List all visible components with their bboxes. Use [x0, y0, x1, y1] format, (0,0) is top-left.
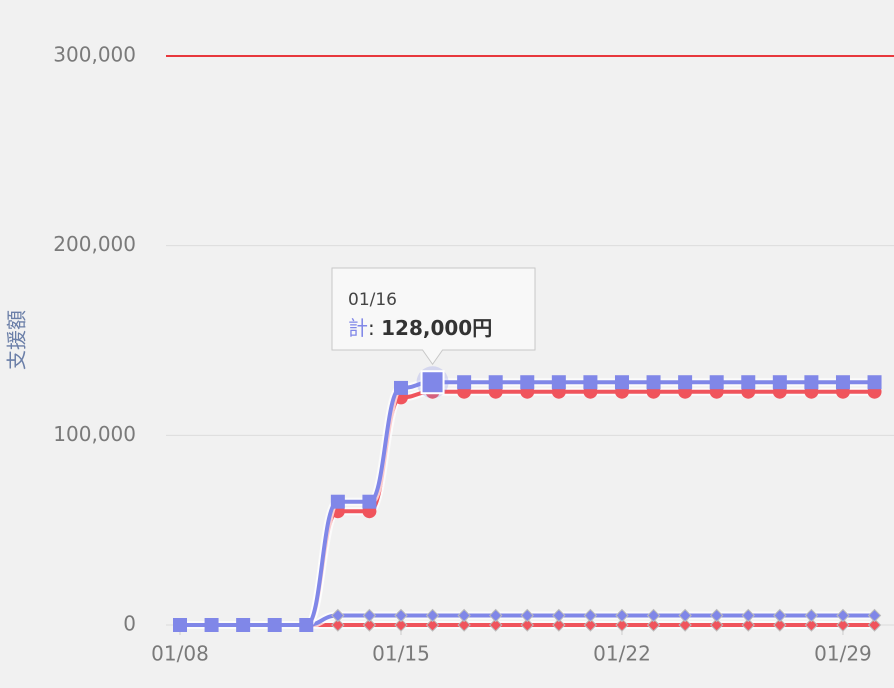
marker-diamond [520, 618, 534, 632]
y-tick-label: 0 [123, 612, 136, 636]
marker-diamond [804, 618, 819, 632]
marker-diamond [331, 618, 345, 632]
marker-diamond [552, 618, 566, 632]
y-tick-label: 200,000 [53, 232, 136, 256]
marker-square [457, 375, 472, 390]
marker-diamond [552, 608, 566, 623]
marker-diamond [773, 618, 787, 632]
marker-square [520, 375, 535, 390]
marker-diamond [646, 608, 661, 623]
marker-diamond [362, 618, 377, 632]
marker-diamond [867, 618, 882, 632]
marker-diamond [583, 618, 598, 632]
marker-square [551, 375, 566, 390]
marker-diamond [488, 618, 503, 632]
marker-diamond [709, 608, 724, 623]
tooltip-value: 計: 128,000円 [348, 316, 492, 340]
marker-diamond [615, 608, 629, 623]
marker-diamond [867, 608, 882, 623]
marker-diamond [394, 618, 408, 632]
tooltip-separator: : [368, 316, 381, 340]
marker-diamond [646, 618, 661, 632]
marker-square [835, 375, 850, 390]
marker-square [804, 375, 819, 390]
marker-diamond [804, 608, 819, 623]
marker-square [709, 375, 724, 390]
marker-diamond [425, 608, 440, 623]
marker-diamond [520, 608, 534, 623]
x-tick-label: 01/29 [814, 642, 872, 666]
y-tick-label: 100,000 [53, 422, 136, 446]
marker-square [867, 375, 882, 390]
marker-square [267, 618, 282, 632]
marker-diamond [457, 608, 471, 623]
marker-square [204, 618, 219, 632]
tooltip-date: 01/16 [348, 290, 397, 310]
tooltip-value-label: 128,000円 [381, 316, 492, 340]
marker-square [772, 375, 787, 390]
marker-diamond [773, 608, 787, 623]
marker-square [583, 375, 598, 390]
marker-diamond [457, 618, 471, 632]
marker-diamond [425, 618, 440, 632]
marker-square [646, 375, 661, 390]
marker-diamond [741, 608, 755, 623]
marker-diamond [615, 618, 629, 632]
marker-diamond [678, 618, 692, 632]
x-tick-label: 01/22 [593, 642, 651, 666]
marker-square [741, 375, 756, 390]
marker-square [362, 494, 377, 509]
x-tick-label: 01/08 [151, 642, 209, 666]
marker-diamond [709, 618, 724, 632]
marker-diamond [678, 608, 692, 623]
marker-diamond [488, 608, 503, 623]
marker-square [488, 375, 503, 390]
marker-diamond [331, 608, 345, 623]
marker-diamond [394, 608, 408, 623]
y-tick-label: 300,000 [53, 43, 136, 67]
marker-diamond [836, 618, 850, 632]
marker-square [330, 494, 345, 509]
marker-square [420, 370, 445, 395]
marker-square [173, 618, 187, 632]
marker-square [393, 380, 408, 395]
marker-square [299, 618, 314, 632]
marker-diamond [362, 608, 377, 623]
marker-square [614, 375, 629, 390]
marker-diamond [836, 608, 850, 623]
marker-diamond [583, 608, 598, 623]
tooltip-box [331, 267, 536, 366]
marker-square [236, 618, 251, 632]
x-tick-label: 01/15 [372, 642, 430, 666]
y-axis-title: 支援額 [5, 310, 29, 370]
tooltip-series-name: 計 [348, 316, 368, 340]
marker-diamond [741, 618, 755, 632]
marker-square [678, 375, 693, 390]
